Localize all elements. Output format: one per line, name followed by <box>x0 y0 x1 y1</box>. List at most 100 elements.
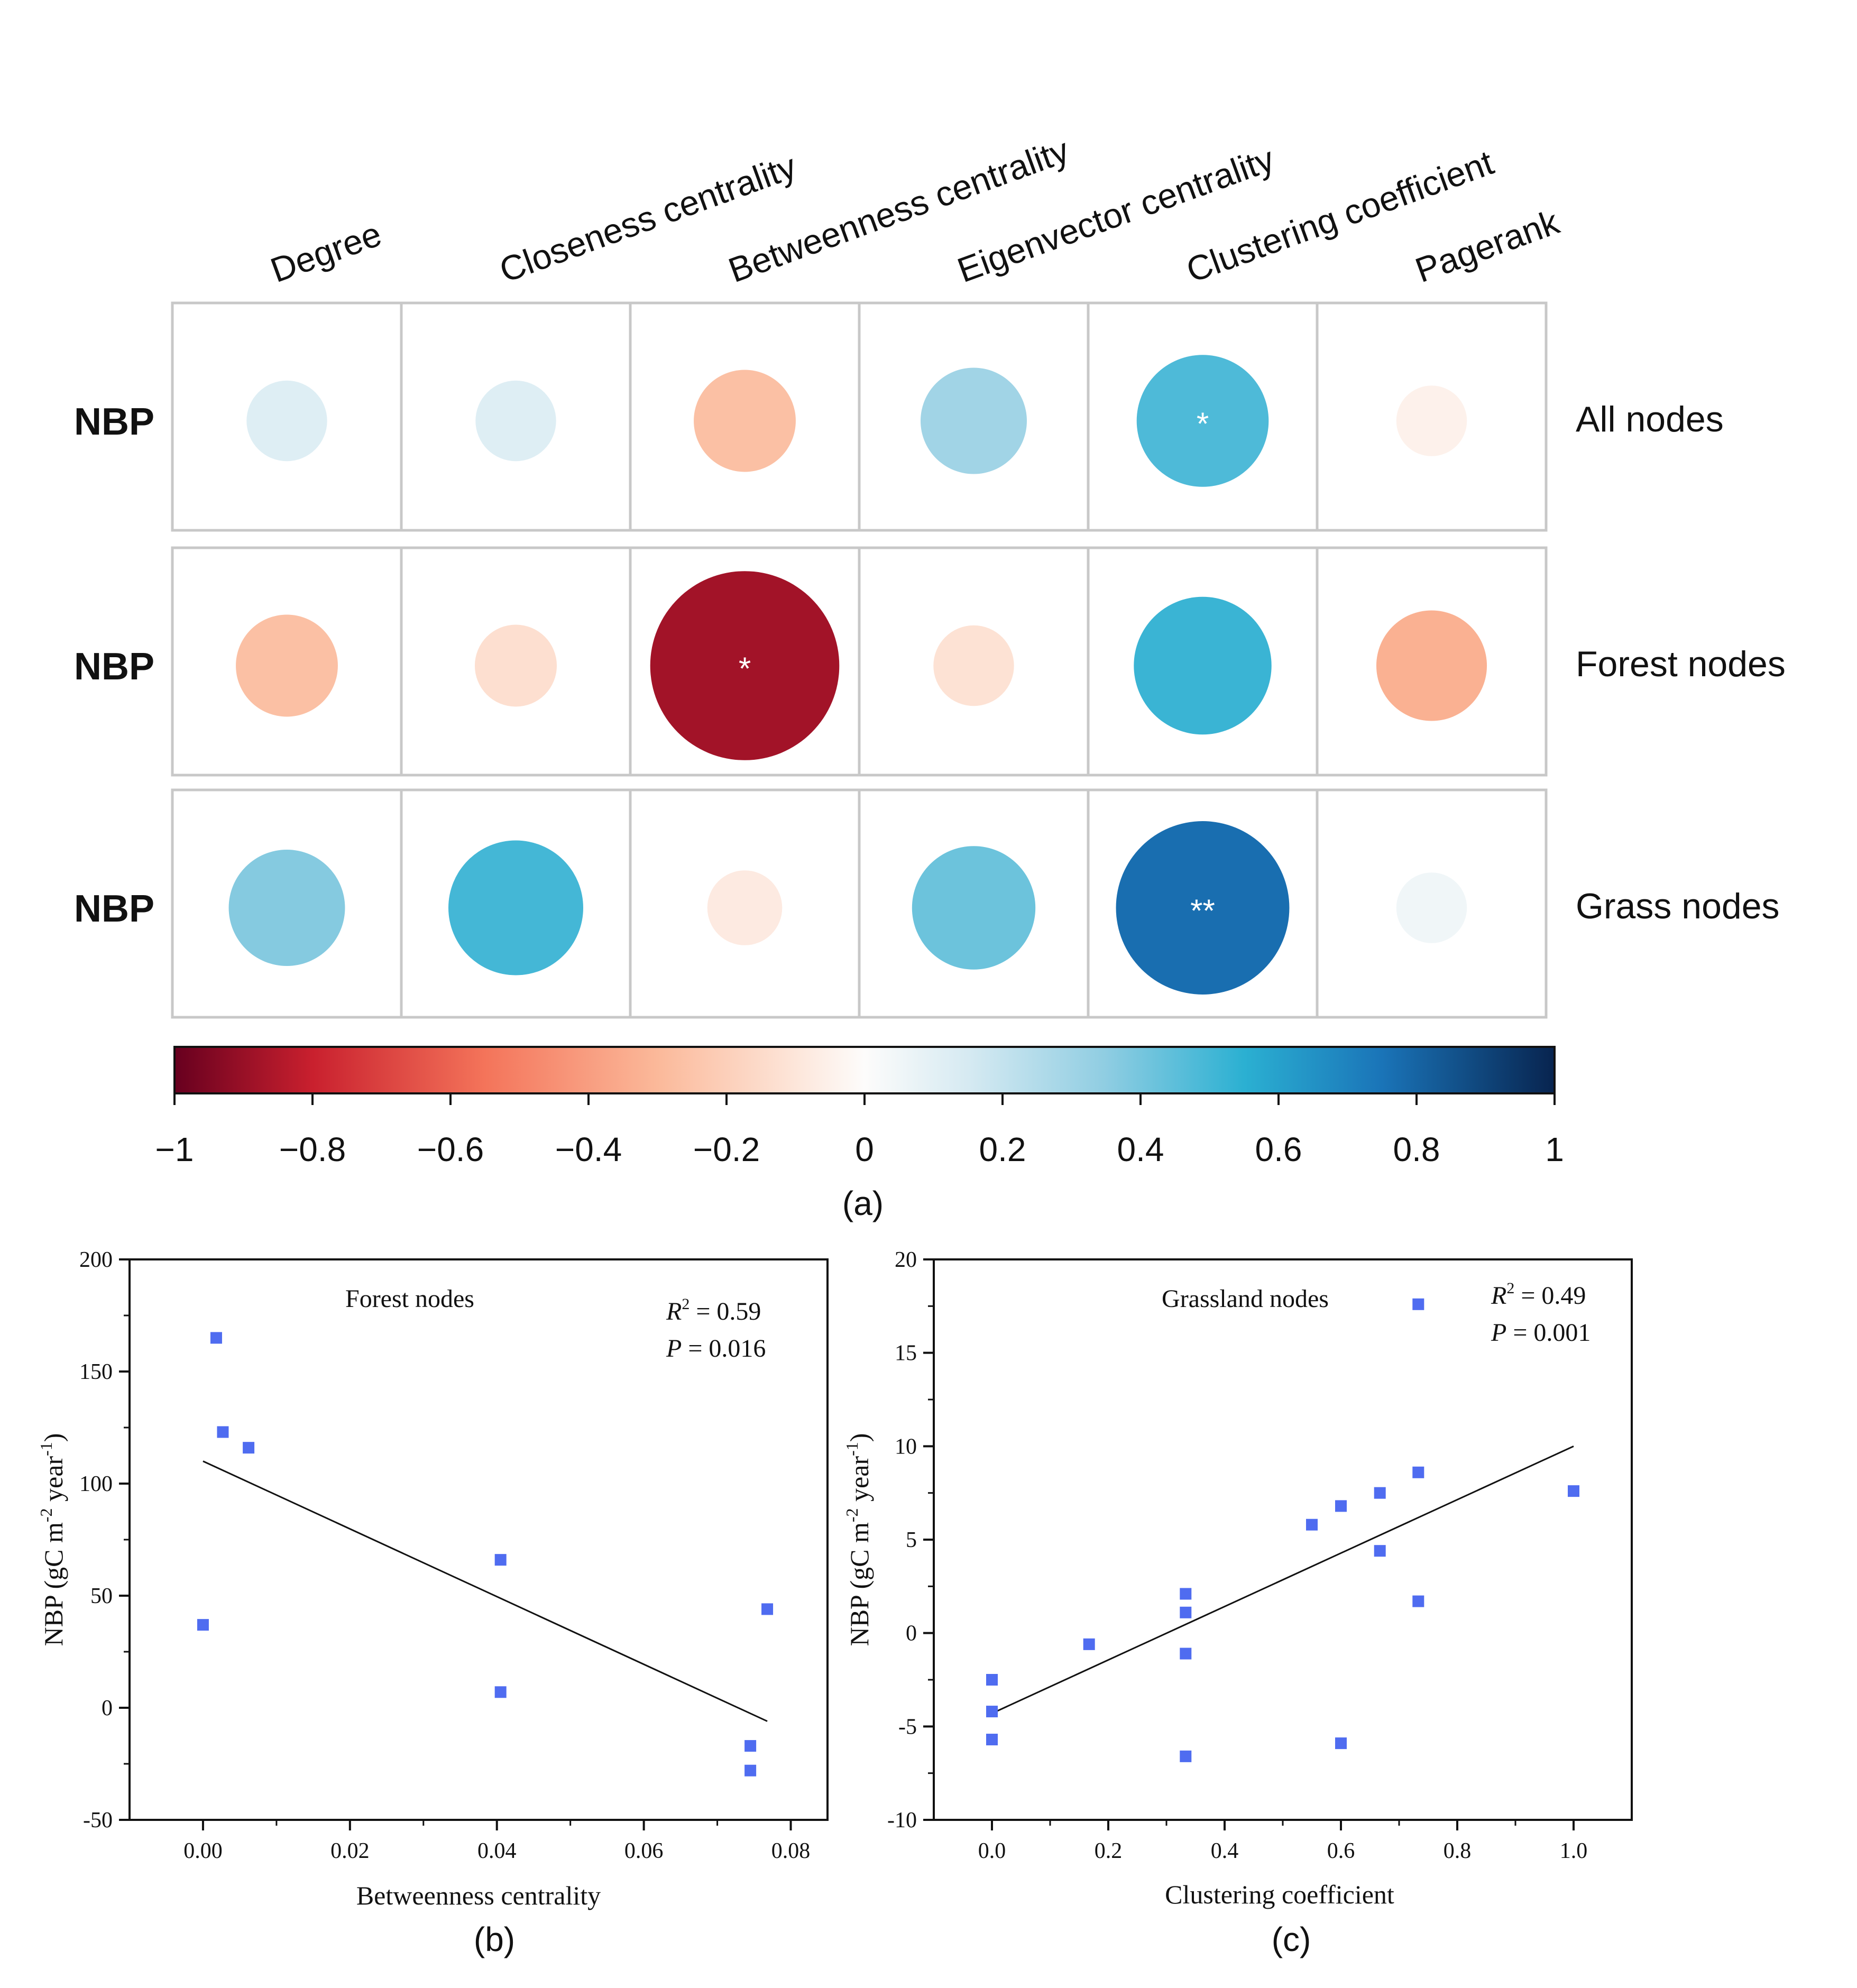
fit-line <box>991 1445 1574 1714</box>
data-point <box>986 1706 998 1718</box>
correlation-circle <box>694 370 796 472</box>
data-point <box>494 1686 507 1698</box>
data-point <box>1180 1750 1192 1762</box>
correlation-circle <box>912 846 1036 970</box>
data-point <box>1374 1545 1386 1557</box>
y-tick-label: -10 <box>887 1808 917 1833</box>
colorbar-tick-label: 0.6 <box>1255 1130 1302 1168</box>
data-point <box>217 1426 229 1438</box>
data-point <box>1306 1518 1318 1531</box>
x-axis-label: Clustering coefficient <box>1165 1880 1394 1909</box>
axes: 0.0 0.2 0.4 0.6 0.8 1.0 -10 -5 0 5 10 15 20 <box>887 1248 1587 1863</box>
panel-label-b: (b) <box>474 1920 515 1958</box>
matrix-circles: **** <box>228 355 1487 995</box>
colorbar-tick-label: 0.8 <box>1393 1130 1440 1168</box>
data-points <box>986 1298 1579 1762</box>
correlation-circle <box>1116 821 1290 995</box>
grassland-scatter-panel: 0.0 0.2 0.4 0.6 0.8 1.0 -10 -5 0 5 10 15 20 Grasslan… <box>842 1248 1633 1958</box>
y-tick-label: 0 <box>102 1696 113 1720</box>
panel-label-a: (a) <box>842 1184 884 1222</box>
group-label: Forest nodes <box>1576 644 1786 684</box>
colorbar-tick-label: −1 <box>155 1130 194 1168</box>
data-point <box>1412 1298 1424 1310</box>
data-point <box>197 1619 209 1631</box>
colorbar-tick-label: −0.4 <box>555 1130 622 1168</box>
y-tick-label: 200 <box>79 1248 113 1272</box>
x-tick-label: 0.06 <box>624 1839 664 1863</box>
data-point <box>1180 1648 1192 1660</box>
data-points <box>197 1332 774 1777</box>
correlation-circle <box>1134 596 1272 735</box>
colorbar-tick-label: 0 <box>855 1130 874 1168</box>
data-point <box>986 1674 998 1686</box>
matrix-cell <box>1316 788 1548 1019</box>
y-axis-label: NBP (gC m-2 year-1) <box>36 1433 68 1646</box>
data-point <box>1374 1487 1386 1499</box>
y-tick-label: 100 <box>79 1472 113 1496</box>
y-tick-label: 5 <box>906 1528 917 1552</box>
row-label: NBP <box>74 888 154 930</box>
x-tick-label: 1.0 <box>1560 1839 1588 1863</box>
data-point <box>494 1554 507 1566</box>
data-point <box>1180 1588 1192 1600</box>
regression-line <box>203 1460 768 1722</box>
group-label: All nodes <box>1576 399 1724 439</box>
significance-marker: * <box>739 651 751 686</box>
colorbar-tick-label: −0.6 <box>417 1130 484 1168</box>
correlation-circle <box>921 367 1027 474</box>
correlation-circle <box>650 571 840 760</box>
y-tick-label: 150 <box>79 1360 113 1384</box>
y-tick-label: 10 <box>895 1434 917 1459</box>
data-point <box>1083 1638 1095 1650</box>
r-squared-stat: R2 = 0.59 <box>666 1295 761 1326</box>
column-label: Degree <box>265 214 387 290</box>
correlation-circle <box>1396 385 1467 456</box>
data-point <box>243 1442 255 1454</box>
x-tick-label: 0.2 <box>1095 1839 1123 1863</box>
row-label: NBP <box>74 401 154 443</box>
colorbar-tick-label: −0.8 <box>279 1130 346 1168</box>
y-tick-label: 0 <box>906 1622 917 1646</box>
correlation-circle <box>1396 872 1467 943</box>
x-tick-label: 0.08 <box>771 1839 811 1863</box>
forest-scatter-panel: 0.00 0.02 0.04 0.06 0.08 -50 0 50 100 150 200 Fore… <box>36 1248 829 1958</box>
x-tick-label: 0.0 <box>978 1839 1006 1863</box>
data-point <box>1180 1606 1192 1618</box>
colorbar: −1 −0.8 −0.6 −0.4 −0.2 0 0.2 0.4 0.6 0.8 1 <box>155 1046 1564 1168</box>
significance-marker: ** <box>1190 893 1215 928</box>
x-tick-label: 0.04 <box>477 1839 517 1863</box>
colorbar-ticks: −1 −0.8 −0.6 −0.4 −0.2 0 0.2 0.4 0.6 0.8 1 <box>155 1093 1564 1168</box>
y-tick-label: 15 <box>895 1341 917 1366</box>
y-axis-label: NBP (gC m-2 year-1) <box>842 1433 874 1646</box>
correlation-circle <box>475 380 556 462</box>
y-tick-label: 50 <box>90 1584 113 1608</box>
correlation-circle <box>448 840 583 975</box>
correlation-circle <box>228 850 345 966</box>
regression-line <box>991 1445 1574 1714</box>
correlation-circle <box>707 870 783 945</box>
x-axis-label: Betweenness centrality <box>356 1881 601 1910</box>
data-point <box>1335 1737 1347 1750</box>
data-point <box>744 1740 757 1752</box>
x-tick-label: 0.8 <box>1444 1839 1472 1863</box>
data-point <box>986 1734 998 1746</box>
group-labels: All nodes Forest nodes Grass nodes <box>1576 399 1786 926</box>
colorbar-tick-label: 1 <box>1545 1130 1564 1168</box>
matrix-cell <box>1316 301 1548 532</box>
column-label: Pagerank <box>1410 202 1565 290</box>
matrix-cell <box>1316 546 1548 777</box>
p-value-stat: P = 0.001 <box>1491 1319 1591 1347</box>
plot-title: Grassland nodes <box>1162 1285 1329 1313</box>
y-tick-label: 20 <box>895 1248 917 1272</box>
panel-label-c: (c) <box>1272 1920 1311 1958</box>
x-tick-label: 0.4 <box>1211 1839 1239 1863</box>
data-point <box>210 1332 222 1344</box>
x-tick-label: 0.6 <box>1327 1839 1355 1863</box>
data-point <box>1568 1485 1579 1497</box>
row-labels: NBP NBP NBP <box>74 401 154 930</box>
fit-line <box>203 1460 768 1722</box>
p-value-stat: P = 0.016 <box>666 1334 766 1363</box>
colorbar-gradient <box>173 1046 1556 1094</box>
